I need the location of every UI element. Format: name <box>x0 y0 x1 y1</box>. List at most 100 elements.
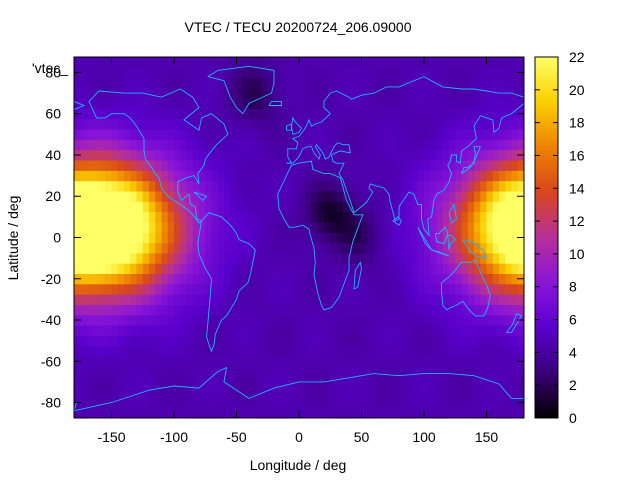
heatmap-cell <box>117 263 125 274</box>
heatmap-cell <box>480 139 487 151</box>
heatmap-cell <box>449 283 456 295</box>
heatmap-cell <box>117 335 125 347</box>
heatmap-cell <box>436 139 444 151</box>
heatmap-cell <box>367 139 375 151</box>
heatmap-cell <box>74 263 81 274</box>
heatmap-cell <box>111 98 119 109</box>
heatmap-cell <box>136 304 144 316</box>
heatmap-cell <box>117 252 125 264</box>
heatmap-cell <box>211 98 219 109</box>
heatmap-cell <box>311 211 319 223</box>
heatmap-cell <box>261 252 269 264</box>
heatmap-cell <box>374 211 381 223</box>
heatmap-cell <box>130 129 137 140</box>
heatmap-cell <box>99 211 106 223</box>
heatmap-cell <box>399 325 406 336</box>
heatmap-cell <box>236 67 244 79</box>
heatmap-cell <box>161 149 169 161</box>
heatmap-cell <box>499 67 506 79</box>
heatmap-cell <box>492 87 500 99</box>
heatmap-cell <box>367 304 375 316</box>
heatmap-cell <box>367 180 375 192</box>
heatmap-cell <box>349 273 356 285</box>
heatmap-cell <box>336 273 344 285</box>
heatmap-cell <box>280 304 287 316</box>
heatmap-cell <box>236 149 244 161</box>
heatmap-cell <box>517 201 525 213</box>
heatmap-cell <box>436 201 444 213</box>
heatmap-cell <box>405 222 412 233</box>
heatmap-cell <box>417 222 425 233</box>
heatmap-cell <box>199 397 206 409</box>
heatmap-cell <box>480 407 487 419</box>
heatmap-cell <box>380 283 387 295</box>
heatmap-cell <box>255 180 262 192</box>
heatmap-cell <box>517 263 525 274</box>
heatmap-cell <box>424 57 431 68</box>
heatmap-cell <box>392 139 400 151</box>
heatmap-cell <box>361 191 369 202</box>
heatmap-cell <box>80 345 87 357</box>
heatmap-cell <box>167 283 175 295</box>
heatmap-cell <box>261 129 269 140</box>
heatmap-cell <box>405 283 412 295</box>
heatmap-cell <box>86 397 94 409</box>
heatmap-cell <box>305 170 312 182</box>
heatmap-cell <box>111 345 119 357</box>
heatmap-cell <box>124 294 131 305</box>
heatmap-cell <box>349 87 356 99</box>
heatmap-cell <box>442 335 450 347</box>
heatmap-cell <box>505 345 512 357</box>
heatmap-cell <box>442 325 450 336</box>
heatmap-cell <box>342 325 350 336</box>
heatmap-cell <box>324 118 331 130</box>
heatmap-cell <box>505 67 512 79</box>
heatmap-cell <box>242 366 250 378</box>
heatmap-cell <box>405 294 412 305</box>
heatmap-cell <box>186 366 194 378</box>
heatmap-cell <box>149 273 156 285</box>
heatmap-cell <box>436 180 444 192</box>
heatmap-cell <box>461 325 469 336</box>
heatmap-cell <box>474 98 481 109</box>
heatmap-cell <box>286 149 294 161</box>
heatmap-cell <box>217 335 225 347</box>
heatmap-cell <box>486 211 494 223</box>
heatmap-cell <box>192 222 200 233</box>
heatmap-cell <box>499 57 506 68</box>
heatmap-cell <box>305 118 312 130</box>
heatmap-cell <box>342 149 350 161</box>
heatmap-cell <box>180 118 187 130</box>
heatmap-cell <box>311 222 319 233</box>
heatmap-cell <box>449 98 456 109</box>
heatmap-cell <box>174 252 181 264</box>
heatmap-cell <box>499 356 506 367</box>
heatmap-cell <box>242 314 250 326</box>
heatmap-cell <box>167 160 175 171</box>
heatmap-cell <box>180 98 187 109</box>
heatmap-cell <box>236 118 244 130</box>
heatmap-cell <box>80 118 87 130</box>
heatmap-cell <box>386 149 394 161</box>
heatmap-cell <box>492 98 500 109</box>
heatmap-cell <box>199 366 206 378</box>
heatmap-cell <box>255 211 262 223</box>
heatmap-cell <box>505 366 512 378</box>
heatmap-cell <box>174 345 181 357</box>
heatmap-cell <box>405 108 412 120</box>
heatmap-cell <box>511 387 519 398</box>
heatmap-cell <box>255 366 262 378</box>
heatmap-cell <box>317 67 325 79</box>
heatmap-cell <box>130 397 137 409</box>
heatmap-cell <box>411 273 419 285</box>
heatmap-cell <box>255 387 262 398</box>
heatmap-cell <box>430 67 437 79</box>
heatmap-cell <box>117 139 125 151</box>
heatmap-cell <box>80 180 87 192</box>
heatmap-cell <box>267 366 275 378</box>
heatmap-cell <box>474 118 481 130</box>
heatmap-cell <box>105 211 112 223</box>
heatmap-cell <box>449 325 456 336</box>
heatmap-cell <box>267 57 275 68</box>
heatmap-cell <box>436 211 444 223</box>
